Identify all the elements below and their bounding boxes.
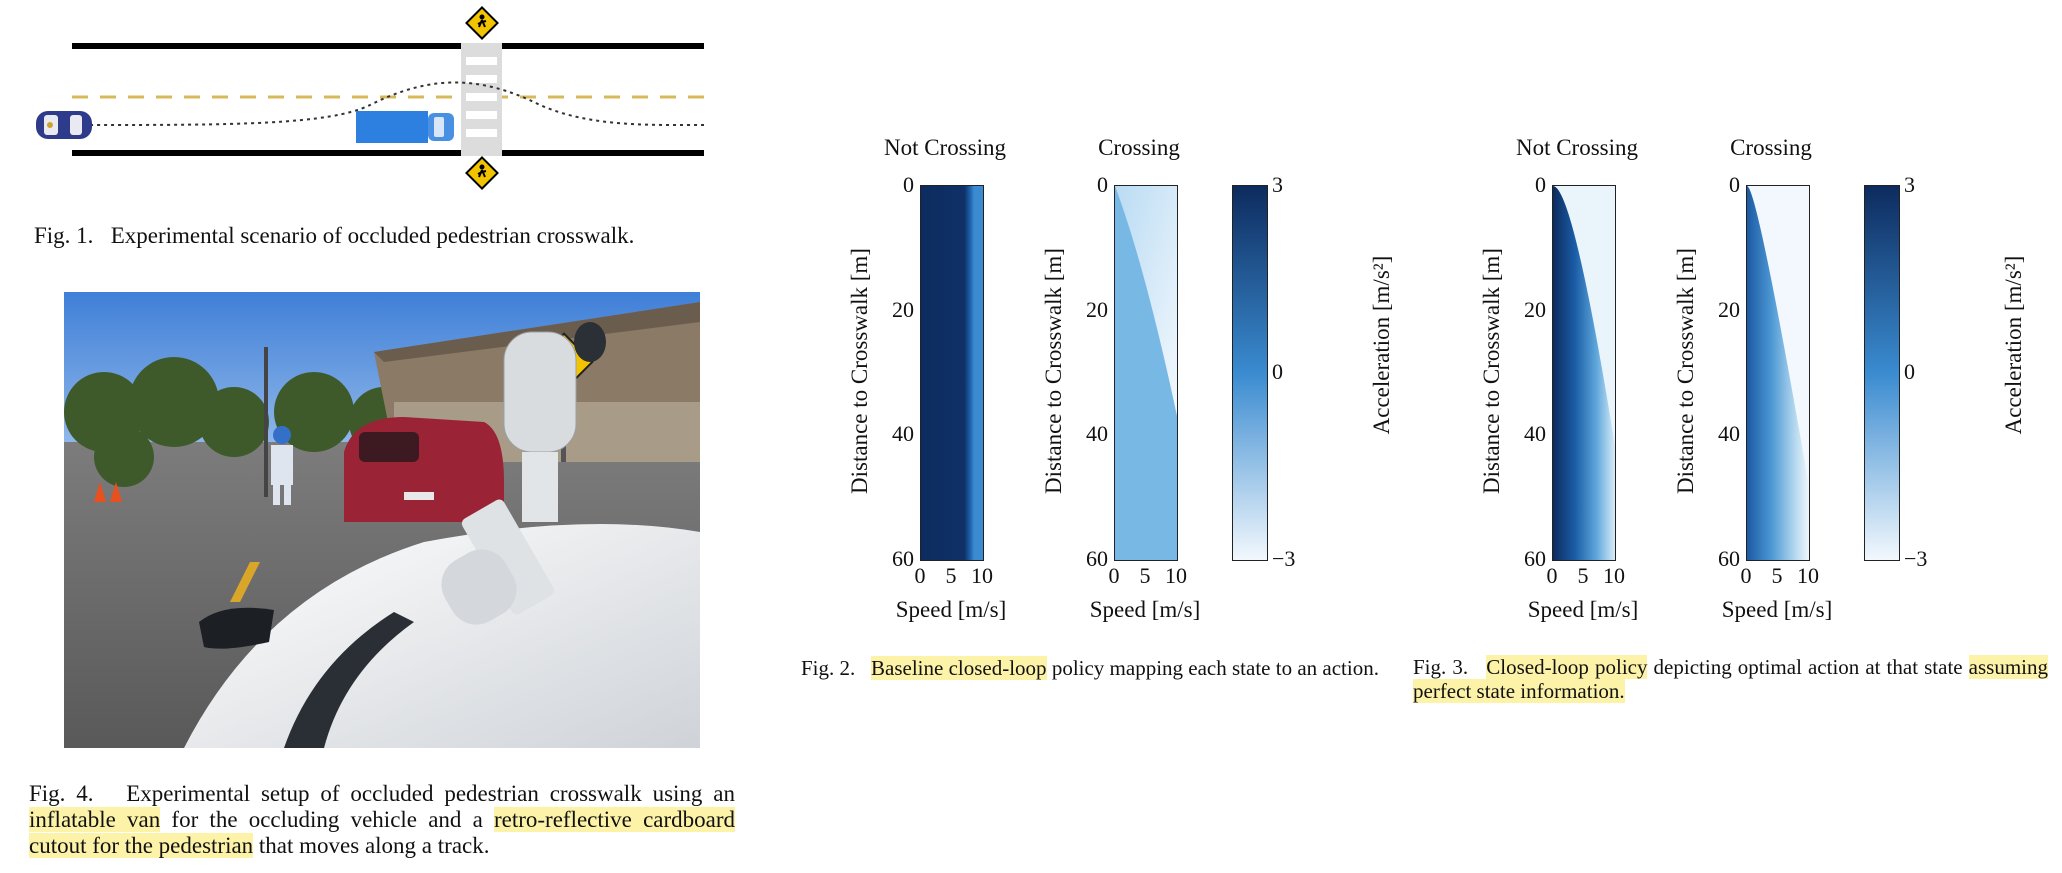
fig3-caption-text: depicting optimal action at that state <box>1647 655 1969 679</box>
fig4-photo <box>64 292 700 748</box>
sensor-icon <box>441 322 606 625</box>
truck-icon <box>356 111 454 143</box>
colorbar-label: Acceleration [m/s²] <box>1369 255 1394 435</box>
fig2-caption: Fig. 2. Baseline closed-loop policy mapp… <box>801 655 1379 682</box>
colorbar-tick-label: 0 <box>1904 359 1915 384</box>
fig4-caption: Fig. 4. Experimental setup of occluded p… <box>29 781 736 859</box>
fig3-caption: Fig. 3. Closed-loop policy depicting opt… <box>1413 655 2048 703</box>
road-scene <box>36 6 705 190</box>
panel-title: Crossing <box>1730 135 1812 160</box>
colorbar-tick-label: 3 <box>1272 172 1283 197</box>
fig1-caption-label: Fig. 1. <box>34 223 94 248</box>
colorbar-tick-label: −3 <box>1272 546 1296 571</box>
road-top-edge <box>72 43 704 49</box>
fig2-caption-highlight: Baseline closed-loop <box>871 656 1047 680</box>
colorbar-tick-label: 3 <box>1904 172 1915 197</box>
heatmap <box>920 185 984 561</box>
fig4-caption-part-4: that moves along a track. <box>253 833 490 858</box>
fig1-diagram <box>30 5 720 195</box>
panel-title: Not Crossing <box>1515 135 1639 160</box>
fig2-panel-crossing: Crossing <box>1034 135 1224 625</box>
fig4-caption-part-2: for the occluding vehicle and a <box>160 807 494 832</box>
fig2-caption-label: Fig. 2. <box>801 656 856 680</box>
fig4-caption-part-0: Experimental setup of occluded pedestria… <box>126 781 735 806</box>
panel-title: Not Crossing <box>883 135 1007 160</box>
fig3-colorbar <box>1864 185 1900 561</box>
fig3-panel-not-crossing: Not Crossing <box>1472 135 1662 625</box>
fig1-caption-text: Experimental scenario of occluded pedest… <box>110 223 635 248</box>
inflatable-van-icon <box>344 417 504 522</box>
fig2-caption-text: policy mapping each state to an action. <box>1046 656 1379 680</box>
fig3-panel-crossing: Crossing <box>1666 135 1856 625</box>
fig2-colorbar <box>1232 185 1268 561</box>
colorbar-label: Acceleration [m/s²] <box>2001 255 2026 435</box>
fig4-caption-label: Fig. 4. <box>29 781 94 806</box>
pedestrian-sign-icon-top <box>465 6 499 40</box>
experiment-photo <box>64 292 700 748</box>
colorbar-tick-label: −3 <box>1904 546 1928 571</box>
fig3-caption-highlight-1: Closed-loop policy <box>1486 655 1648 679</box>
road-bottom-edge <box>72 150 704 156</box>
colorbar-tick-label: 0 <box>1272 359 1283 384</box>
ego-car-icon <box>36 111 92 139</box>
fig3-caption-label: Fig. 3. <box>1413 655 1469 679</box>
fig4-caption-highlight-van: inflatable van <box>29 807 161 832</box>
fig2-panel-not-crossing: Not Crossing <box>840 135 1030 625</box>
crosswalk-stripes <box>466 57 497 137</box>
heatmap <box>1552 185 1616 561</box>
pedestrian-cutout-icon <box>271 426 293 505</box>
heatmap <box>1114 185 1178 561</box>
panel-title: Crossing <box>1098 135 1180 160</box>
fig1-caption: Fig. 1. Experimental scenario of occlude… <box>34 222 634 249</box>
heatmap <box>1746 185 1810 561</box>
pedestrian-sign-icon-bottom <box>465 156 499 190</box>
